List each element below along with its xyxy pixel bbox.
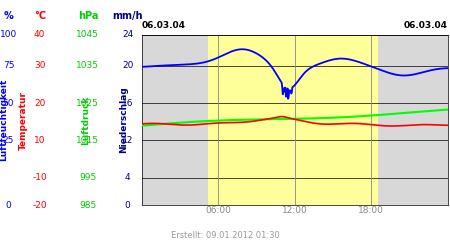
- Text: 25: 25: [3, 136, 14, 145]
- Text: Luftfeuchtigkeit: Luftfeuchtigkeit: [0, 79, 8, 161]
- Text: Temperatur: Temperatur: [19, 90, 28, 150]
- Text: 0: 0: [125, 200, 130, 209]
- Text: °C: °C: [34, 12, 46, 22]
- Text: hPa: hPa: [78, 12, 98, 22]
- Text: Luftdruck: Luftdruck: [81, 95, 90, 145]
- Text: 0: 0: [6, 200, 11, 209]
- Text: %: %: [4, 12, 13, 22]
- Bar: [208, 35, 378, 205]
- Text: 20: 20: [34, 98, 45, 108]
- Text: 995: 995: [79, 173, 96, 182]
- Text: 06.03.04: 06.03.04: [142, 21, 186, 30]
- Text: 20: 20: [122, 61, 133, 70]
- Text: Erstellt: 09.01.2012 01:30: Erstellt: 09.01.2012 01:30: [171, 231, 279, 240]
- Text: 40: 40: [34, 30, 45, 40]
- Text: 1025: 1025: [76, 98, 99, 108]
- Text: 12: 12: [122, 136, 133, 145]
- Text: 1015: 1015: [76, 136, 99, 145]
- Text: -10: -10: [32, 173, 47, 182]
- Text: 06.03.04: 06.03.04: [404, 21, 448, 30]
- Text: 4: 4: [125, 173, 130, 182]
- Text: 1045: 1045: [76, 30, 99, 40]
- Text: mm/h: mm/h: [112, 12, 143, 22]
- Text: Niederschlag: Niederschlag: [119, 87, 128, 153]
- Text: -20: -20: [32, 200, 47, 209]
- Text: 10: 10: [34, 136, 45, 145]
- Text: 75: 75: [3, 61, 14, 70]
- Text: 30: 30: [34, 61, 45, 70]
- Text: 50: 50: [3, 98, 14, 108]
- Text: 985: 985: [79, 200, 96, 209]
- Text: 1035: 1035: [76, 61, 99, 70]
- Text: 24: 24: [122, 30, 133, 40]
- Text: 100: 100: [0, 30, 17, 40]
- Text: 16: 16: [122, 98, 133, 108]
